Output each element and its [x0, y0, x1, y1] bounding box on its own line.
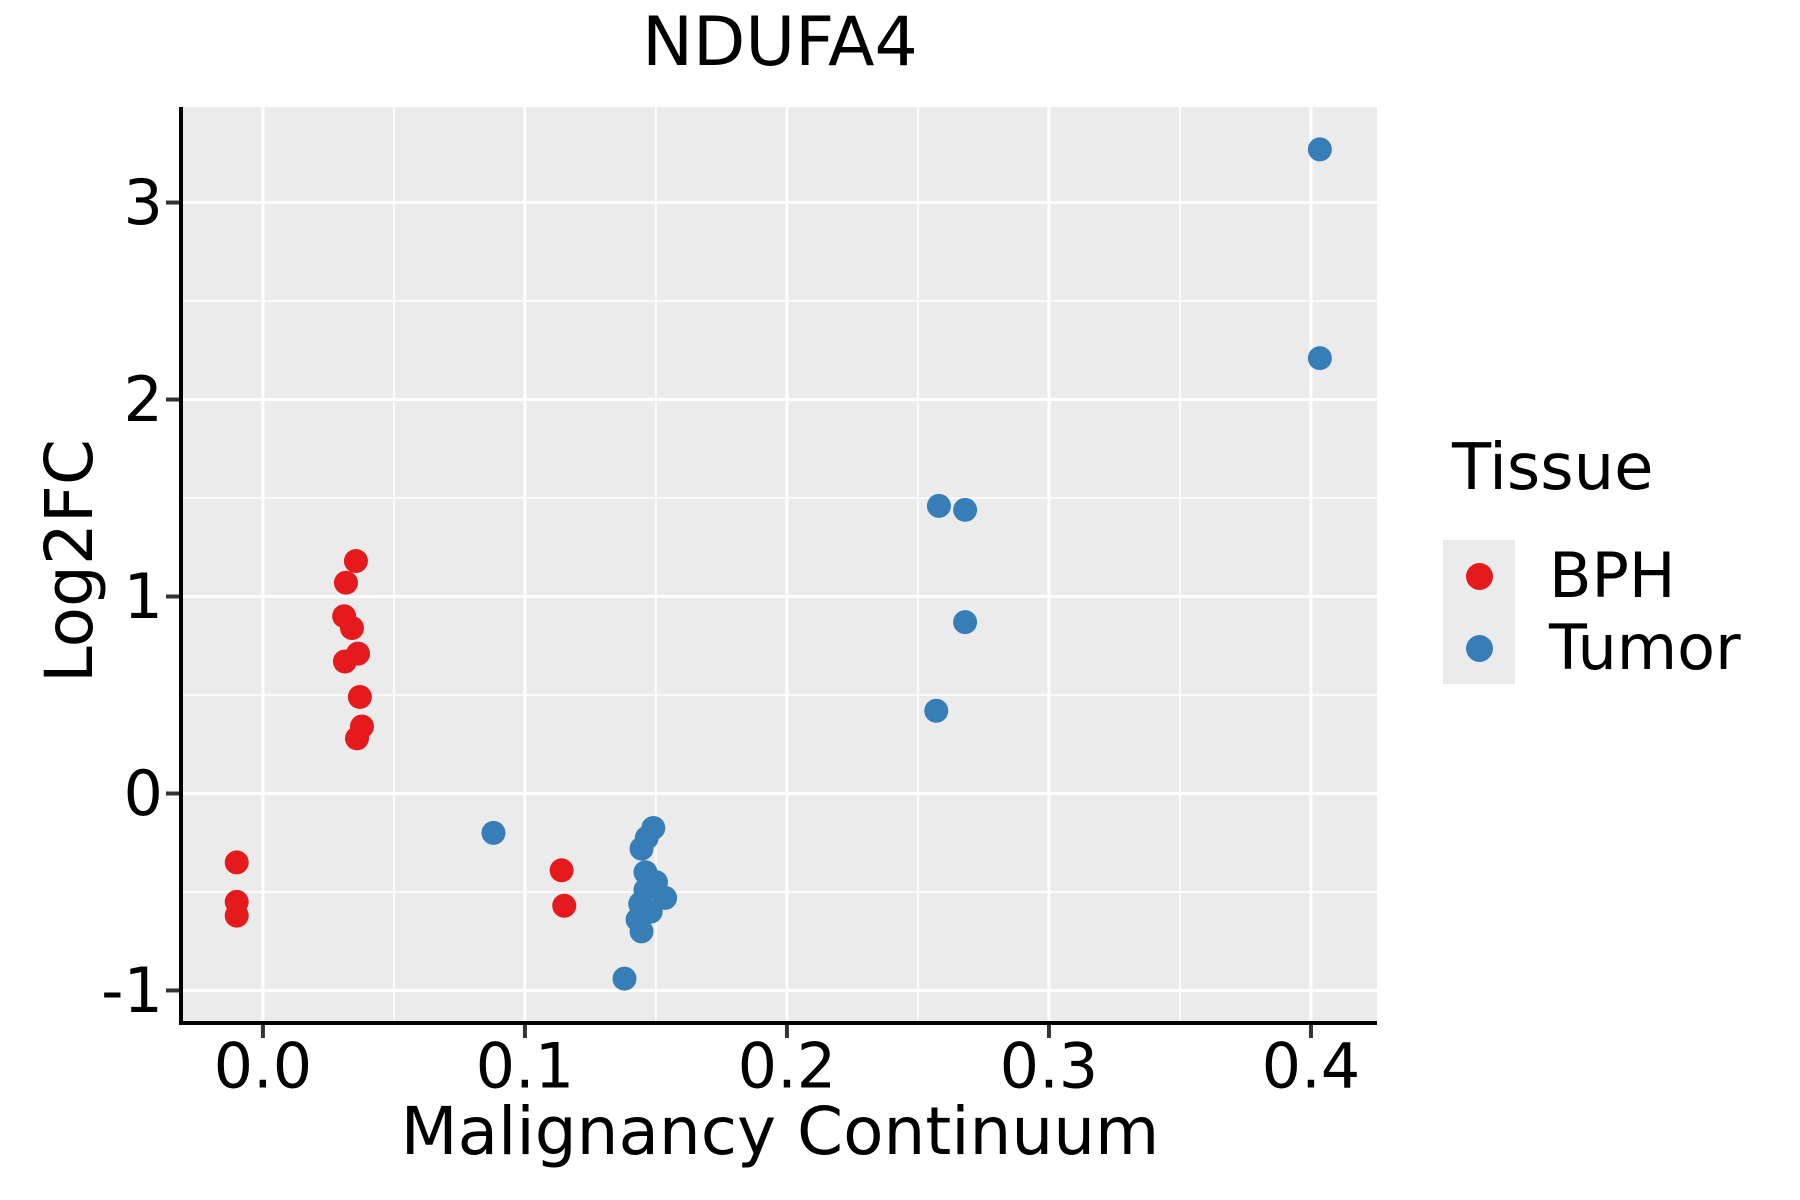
legend-swatch: [1443, 612, 1515, 684]
y-tick-label: 0: [124, 757, 163, 830]
legend-label: Tumor: [1549, 611, 1741, 684]
legend-title: Tissue: [1452, 431, 1654, 505]
data-point-tumor: [1307, 137, 1332, 162]
legend-key-tumor: Tumor: [1443, 612, 1741, 684]
data-point-bph: [347, 684, 372, 709]
data-point-tumor: [926, 493, 951, 518]
data-point-bph: [343, 549, 368, 574]
data-point-tumor: [924, 698, 949, 723]
data-point-bph: [332, 649, 357, 674]
legend-label: BPH: [1549, 539, 1676, 612]
x-tick-label: 0.0: [214, 1030, 313, 1103]
legend-dot-icon: [1465, 562, 1493, 590]
data-point-tumor: [629, 919, 654, 944]
x-axis-spine: [179, 1021, 1377, 1025]
legend-swatch: [1443, 540, 1515, 612]
data-point-bph: [549, 858, 574, 883]
x-tick-label: 0.1: [476, 1030, 575, 1103]
data-point-tumor: [953, 497, 978, 522]
y-tick-label: 2: [124, 363, 163, 436]
data-point-bph: [333, 570, 358, 595]
legend: Tissue BPH Tumor: [1443, 436, 1741, 684]
y-tick-label: 3: [124, 166, 163, 239]
data-point-tumor: [612, 966, 637, 991]
data-point-bph: [552, 893, 577, 918]
data-point-tumor: [481, 820, 506, 845]
plot-title: NDUFA4: [642, 3, 918, 82]
plot-panel: [183, 107, 1377, 1021]
data-point-tumor: [1307, 346, 1332, 371]
data-point-tumor: [953, 610, 978, 635]
legend-dot-icon: [1465, 634, 1493, 662]
data-point-bph: [339, 616, 364, 641]
data-point-bph: [224, 903, 249, 928]
y-axis-spine: [179, 107, 183, 1025]
x-tick-label: 0.3: [1000, 1030, 1099, 1103]
y-tick-label: -1: [101, 954, 163, 1027]
data-point-bph: [224, 850, 249, 875]
x-tick-label: 0.4: [1262, 1030, 1361, 1103]
data-point-bph: [344, 726, 369, 751]
x-tick-label: 0.2: [738, 1030, 837, 1103]
data-point-tumor: [629, 836, 654, 861]
y-axis-title: Log2FC: [31, 439, 108, 683]
x-axis-title: Malignancy Continuum: [400, 1093, 1160, 1170]
legend-key-bph: BPH: [1443, 540, 1741, 612]
legend-keys: BPH Tumor: [1443, 540, 1741, 684]
y-tick-label: 1: [124, 560, 163, 633]
